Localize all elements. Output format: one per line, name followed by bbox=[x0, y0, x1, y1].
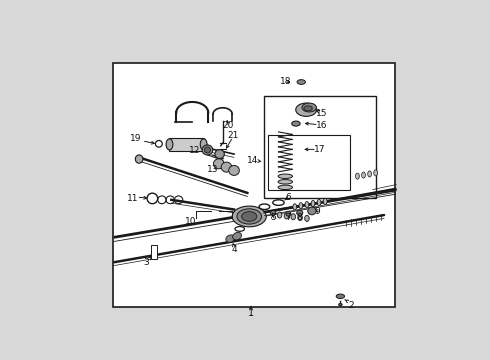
Ellipse shape bbox=[374, 170, 378, 176]
Ellipse shape bbox=[135, 155, 143, 163]
Ellipse shape bbox=[202, 145, 213, 155]
Ellipse shape bbox=[292, 121, 300, 126]
Text: 4: 4 bbox=[231, 245, 237, 254]
Ellipse shape bbox=[214, 159, 224, 169]
Bar bbox=[151, 245, 157, 258]
Text: 11: 11 bbox=[127, 194, 138, 203]
Text: 21: 21 bbox=[227, 131, 239, 140]
Ellipse shape bbox=[278, 185, 293, 190]
Ellipse shape bbox=[298, 215, 302, 221]
Ellipse shape bbox=[299, 203, 303, 209]
Text: 5: 5 bbox=[270, 212, 276, 221]
Ellipse shape bbox=[200, 139, 207, 150]
Ellipse shape bbox=[356, 173, 359, 179]
Ellipse shape bbox=[305, 202, 309, 208]
Text: 16: 16 bbox=[316, 121, 327, 130]
Ellipse shape bbox=[166, 139, 173, 150]
Ellipse shape bbox=[221, 162, 232, 172]
Ellipse shape bbox=[278, 180, 293, 184]
Ellipse shape bbox=[297, 210, 303, 216]
Text: 12: 12 bbox=[189, 146, 200, 155]
Text: 14: 14 bbox=[247, 156, 259, 165]
Text: 17: 17 bbox=[314, 145, 325, 154]
Ellipse shape bbox=[237, 209, 262, 224]
Text: 3: 3 bbox=[143, 258, 149, 267]
Ellipse shape bbox=[204, 147, 211, 153]
Bar bbox=[113, 63, 395, 307]
Ellipse shape bbox=[242, 212, 257, 221]
Ellipse shape bbox=[304, 106, 312, 111]
Ellipse shape bbox=[362, 172, 366, 178]
Text: 8: 8 bbox=[297, 212, 303, 221]
Bar bbox=[170, 138, 204, 151]
Text: 15: 15 bbox=[316, 109, 327, 118]
Text: 20: 20 bbox=[222, 121, 233, 130]
Text: 6: 6 bbox=[286, 193, 291, 202]
Text: 2: 2 bbox=[348, 301, 354, 310]
Ellipse shape bbox=[323, 198, 327, 204]
Ellipse shape bbox=[215, 150, 224, 158]
Ellipse shape bbox=[296, 103, 317, 116]
Ellipse shape bbox=[232, 206, 267, 227]
Text: 10: 10 bbox=[185, 217, 196, 226]
Ellipse shape bbox=[278, 174, 293, 179]
Bar bbox=[268, 135, 350, 190]
Text: 19: 19 bbox=[129, 134, 141, 143]
Ellipse shape bbox=[297, 80, 305, 84]
Ellipse shape bbox=[277, 212, 282, 218]
Ellipse shape bbox=[308, 207, 316, 215]
Ellipse shape bbox=[368, 171, 371, 177]
Ellipse shape bbox=[302, 103, 317, 112]
Ellipse shape bbox=[293, 204, 297, 210]
Ellipse shape bbox=[229, 166, 239, 175]
Ellipse shape bbox=[286, 211, 291, 216]
Ellipse shape bbox=[284, 213, 289, 219]
Ellipse shape bbox=[317, 199, 321, 206]
Ellipse shape bbox=[291, 214, 295, 220]
Ellipse shape bbox=[226, 235, 235, 242]
Text: 1: 1 bbox=[248, 309, 254, 319]
Text: 7: 7 bbox=[286, 212, 291, 221]
Ellipse shape bbox=[311, 201, 315, 207]
Ellipse shape bbox=[336, 294, 344, 298]
Text: 9: 9 bbox=[315, 207, 320, 216]
Text: 18: 18 bbox=[280, 77, 291, 86]
Ellipse shape bbox=[233, 233, 242, 240]
Bar bbox=[265, 96, 376, 198]
Ellipse shape bbox=[339, 303, 342, 306]
Text: 13: 13 bbox=[207, 165, 218, 174]
Ellipse shape bbox=[270, 210, 276, 215]
Ellipse shape bbox=[305, 215, 309, 221]
